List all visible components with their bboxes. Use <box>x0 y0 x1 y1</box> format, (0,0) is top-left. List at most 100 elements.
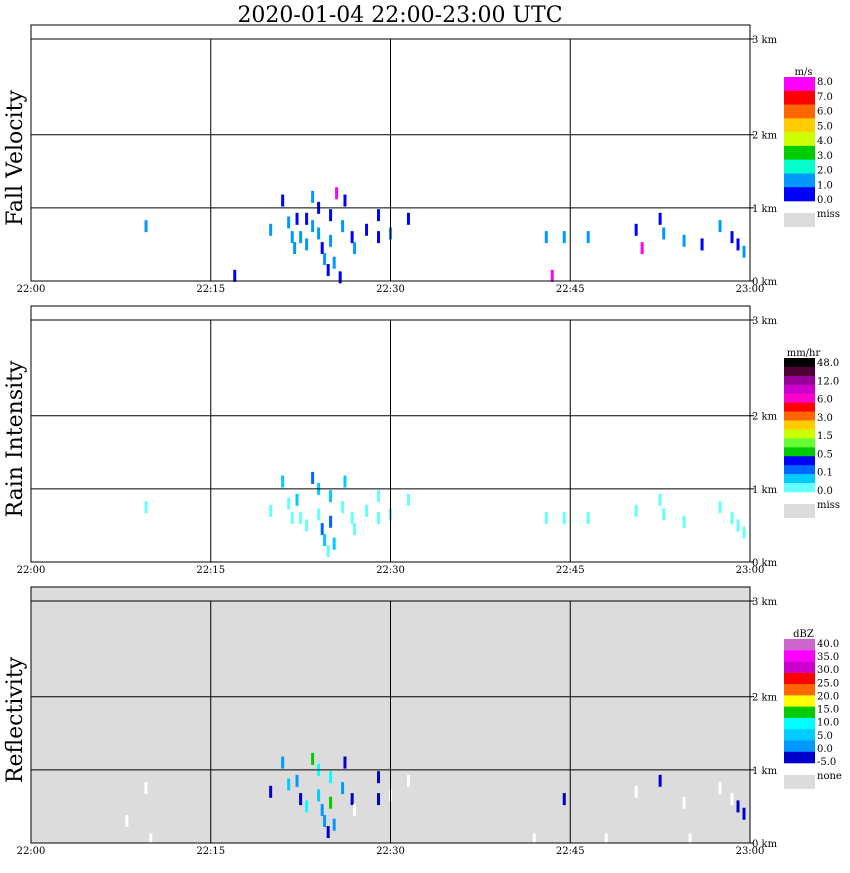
figure-title: 2020-01-04 22:00-23:00 UTC <box>237 3 562 28</box>
echo-cell <box>662 227 666 240</box>
echo-cell <box>658 212 662 225</box>
echo-cell <box>377 209 381 222</box>
echo-cell <box>305 212 309 225</box>
color-scale-swatch <box>784 706 815 719</box>
panel-reflectivity: 0 km 1 km 2 km 3 km 22:00 22:15 22:30 22:45 23:0… <box>3 586 842 857</box>
color-scale-swatch <box>784 187 815 202</box>
color-scale-label: 10.0 <box>817 718 839 729</box>
echo-cell <box>341 501 345 514</box>
color-scale-label: 8.0 <box>817 77 833 88</box>
echo-cell <box>730 231 734 244</box>
echo-cell <box>350 512 354 525</box>
missing-swatch <box>784 775 815 789</box>
echo-cell <box>377 771 381 784</box>
color-scale-swatch <box>784 145 815 160</box>
echo-cell <box>662 508 666 521</box>
color-scale-swatch <box>784 438 815 448</box>
x-tick-label: 22:45 <box>556 846 585 857</box>
y-tick-label: 3 km <box>752 316 778 327</box>
color-scale-swatch <box>784 358 815 368</box>
echo-cell <box>299 793 303 806</box>
x-tick-label: 22:15 <box>196 284 225 295</box>
echo-cell <box>144 782 148 795</box>
echo-cell <box>305 519 309 532</box>
color-scale-label: 0.0 <box>817 744 833 755</box>
missing-label: miss <box>817 500 840 511</box>
echo-cell <box>326 545 330 558</box>
y-tick-label: 3 km <box>752 597 778 608</box>
echo-cell <box>311 471 315 484</box>
echo-cell <box>341 782 345 795</box>
echo-cell <box>742 807 746 820</box>
echo-cell <box>700 238 704 251</box>
y-tick-label: 0 km <box>752 277 778 288</box>
color-scale-swatch <box>784 695 815 707</box>
x-tick-label: 23:00 <box>736 284 765 295</box>
echo-cell <box>320 523 324 536</box>
echo-cell <box>299 231 303 244</box>
color-scale-swatch <box>784 672 815 685</box>
echo-cell <box>299 512 303 525</box>
echo-cell <box>377 793 381 806</box>
color-scale-label: 7.0 <box>817 92 833 103</box>
echo-cell <box>295 212 299 225</box>
echo-cell <box>329 490 333 503</box>
color-scale-label: 6.0 <box>817 107 833 118</box>
color-scale-swatch <box>784 132 815 147</box>
echo-cell <box>343 194 347 207</box>
y-tick-label: 1 km <box>752 485 778 496</box>
echo-cell <box>377 231 381 244</box>
echo-cell <box>736 238 740 251</box>
color-scale-swatch <box>784 420 815 430</box>
color-scale-unit: dBZ <box>793 629 814 640</box>
color-scale-unit: mm/hr <box>787 348 821 359</box>
echo-cell <box>586 512 590 525</box>
echo-cell <box>377 512 381 525</box>
y-axis-title: Reflectivity <box>3 656 28 783</box>
color-scale-label: 5.0 <box>817 731 833 742</box>
color-scale-label: 25.0 <box>817 678 839 689</box>
echo-cell <box>682 515 686 528</box>
x-tick-label: 23:00 <box>736 846 765 857</box>
y-tick-label: 3 km <box>752 35 778 46</box>
echo-cell <box>544 231 548 244</box>
color-scale-swatch <box>784 684 815 696</box>
color-scale-label: 35.0 <box>817 652 839 663</box>
echo-cell <box>338 271 342 284</box>
echo-cell <box>332 537 336 550</box>
color-scale-swatch <box>784 751 815 764</box>
color-scale-swatch <box>784 104 815 119</box>
plot-frame <box>30 586 751 844</box>
x-tick-label: 22:00 <box>17 846 46 857</box>
echo-cell <box>281 756 285 769</box>
color-scale-label: 5.0 <box>817 121 833 132</box>
echo-cell <box>305 238 309 251</box>
echo-cell <box>544 512 548 525</box>
x-tick-label: 22:45 <box>556 565 585 576</box>
echo-cell <box>335 187 339 200</box>
plot-frame <box>30 305 751 563</box>
missing-swatch <box>784 213 815 227</box>
y-tick-label: 2 km <box>752 131 778 142</box>
color-scale-swatch <box>784 159 815 174</box>
echo-cell <box>332 818 336 831</box>
echo-cell <box>742 526 746 539</box>
echo-cell <box>341 220 345 233</box>
echo-cell <box>640 242 644 255</box>
echo-cell <box>149 833 153 846</box>
color-scale-label: 48.0 <box>817 358 839 369</box>
echo-cell <box>353 804 357 817</box>
y-tick-label: 0 km <box>752 839 778 850</box>
echo-cell <box>586 231 590 244</box>
echo-cell <box>658 493 662 506</box>
color-scale-label: 1.5 <box>817 431 833 442</box>
echo-cell <box>353 242 357 255</box>
y-axis-title: Rain Intensity <box>3 360 28 517</box>
echo-cell <box>406 493 410 506</box>
color-scale-swatch <box>784 375 815 386</box>
echo-cell <box>287 497 291 510</box>
echo-cell <box>329 234 333 247</box>
echo-cell <box>311 752 315 765</box>
echo-cell <box>125 815 129 828</box>
echo-cell <box>682 234 686 247</box>
